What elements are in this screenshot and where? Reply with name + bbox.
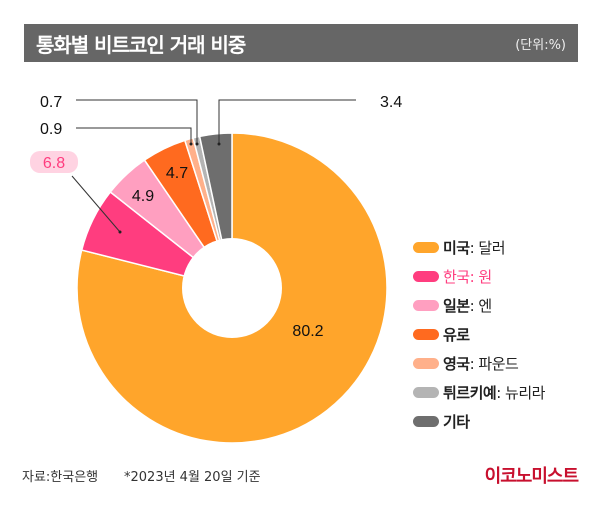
legend-swatch [413,387,439,398]
legend-item-5: 튀르키예: 뉴리라 [413,378,545,407]
donut-hole [182,238,282,338]
legend-currency: : 달러 [469,239,506,257]
highlight-badge [30,151,78,173]
leader-line-6 [218,99,356,144]
leader-line-4 [76,127,192,144]
legend-name: 영국 [443,355,470,373]
legend-item-6: 기타 [413,407,545,436]
legend-currency: : 엔 [469,297,493,315]
legend: 미국: 달러 한국: 원 일본: 엔 유로 영국: 파운드 튀르키예: 뉴리라 기타 [413,233,545,436]
data-label-4: 0.9 [40,121,62,138]
source-note: 자료:한국은행 [22,470,99,485]
legend-swatch [413,416,439,427]
brand-logo: 이코노미스트 [484,466,579,487]
legend-swatch [413,242,439,253]
legend-item-3: 유로 [413,320,545,349]
date-note: *2023년 4월 20일 기준 [124,470,261,485]
legend-swatch [413,271,439,282]
legend-name: 유로 [443,326,470,344]
unit-label: (단위:%) [515,37,566,53]
legend-item-1: 한국: 원 [413,262,545,291]
leader-dot-6 [217,142,221,146]
legend-item-0: 미국: 달러 [413,233,545,262]
data-label-1: 6.8 [43,155,65,172]
legend-swatch [413,300,439,311]
data-label-0: 80.2 [292,323,323,340]
legend-name: 튀르키예 [443,384,497,402]
chart-title: 통화별 비트코인 거래 비중 [36,32,246,57]
leader-line-1 [71,175,121,233]
leader-dot-1 [118,230,122,234]
data-label-6: 3.4 [380,94,402,111]
legend-currency: : 뉴리라 [496,384,545,402]
leader-dot-5 [195,142,199,146]
leader-line-5 [76,99,198,144]
leader-dot-4 [189,142,193,146]
data-label-5: 0.7 [40,94,62,111]
legend-name: 기타 [443,413,470,431]
legend-name: 한국 [443,268,470,286]
legend-currency: : 원 [469,268,493,286]
legend-item-2: 일본: 엔 [413,291,545,320]
data-label-2: 4.9 [132,188,154,205]
legend-swatch [413,358,439,369]
legend-name: 미국 [443,239,470,257]
title-bar: 통화별 비트코인 거래 비중 (단위:%) [24,24,578,62]
legend-currency: : 파운드 [469,355,519,373]
data-label-3: 4.7 [166,165,188,182]
legend-swatch [413,329,439,340]
legend-name: 일본 [443,297,470,315]
legend-item-4: 영국: 파운드 [413,349,545,378]
